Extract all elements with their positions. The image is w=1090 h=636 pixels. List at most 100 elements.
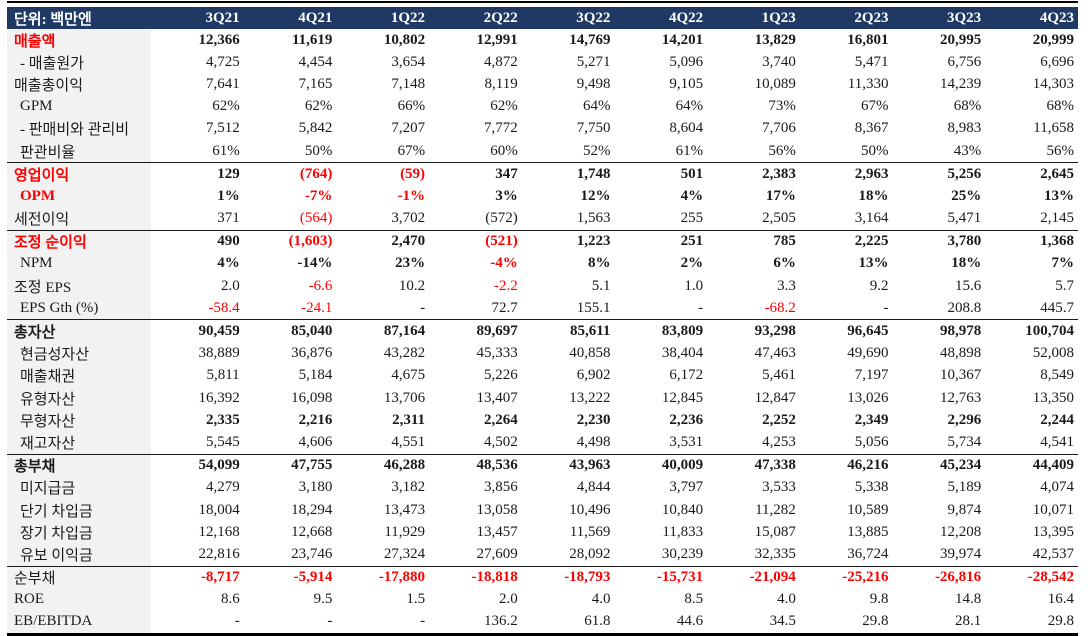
cell: -18,793	[521, 565, 615, 589]
cell: 4,551	[391, 433, 426, 450]
row-label: 세전이익	[7, 207, 151, 231]
table-row: 유형자산 16,392 16,098 13,706 13,407 13,222 12,845…	[7, 387, 1078, 410]
cell: 28,092	[569, 545, 611, 562]
row-label: 영업이익	[7, 162, 151, 186]
table-row: 총부채 54,099 47,755 46,288 48,536 43,963 40,009 4…	[7, 453, 1078, 477]
cell: -	[883, 299, 889, 316]
cell: 46,216	[799, 453, 893, 477]
cell: 8,983	[947, 120, 982, 137]
cell: 3.3	[777, 277, 796, 294]
cell: 5,471	[854, 53, 889, 70]
table-row: 현금성자산 38,889 36,876 43,282 45,333 40,858 38,40…	[7, 342, 1078, 365]
cell: 2,963	[799, 162, 893, 186]
table-row: 매출채권 5,811 5,184 4,675 5,226 6,902 6,172 5,461 7…	[7, 364, 1078, 387]
table-row: 판관비율 61% 50% 67% 60% 52% 61% 56% 50% 43% 56%	[7, 139, 1078, 163]
cell: 3,531	[669, 433, 704, 450]
cell: 4,454	[298, 53, 333, 70]
row-label: 장기 차입금	[7, 521, 151, 544]
cell: 5,471	[947, 210, 982, 227]
cell: 1,368	[985, 229, 1078, 253]
row-label: ROE	[7, 588, 151, 611]
cell: 85,040	[243, 319, 337, 343]
table-header: 단위: 백만엔 3Q21 4Q21 1Q22 2Q22 3Q22 4Q22 1Q23 2Q23…	[7, 7, 1078, 29]
cell: -8,717	[151, 565, 244, 589]
cell: 4%	[680, 187, 704, 204]
cell: 5,226	[484, 367, 518, 384]
cell: 12,668	[291, 523, 333, 540]
cell: 52%	[582, 142, 611, 159]
cell: 3,702	[391, 210, 426, 227]
column-header: 3Q21	[151, 7, 244, 29]
cell: 8,119	[484, 75, 518, 92]
cell: 16,801	[847, 31, 889, 48]
row-label: EPS Gth (%)	[7, 297, 151, 320]
table-row: EPS Gth (%) -58.4 -24.1 - 72.7 155.1 - -68.2 - 20…	[7, 297, 1078, 320]
table-row: NPM 4% -14% 23% -4% 8% 2% 6% 13% 18% 7%	[7, 252, 1078, 276]
table-row: EB/EBITDA - - -136.2 61.8 44.6 34.5 29.8 28.1 29.…	[7, 610, 1078, 636]
cell: 11,929	[384, 523, 426, 540]
cell: -15,731	[614, 565, 708, 589]
cell: 7,207	[391, 120, 426, 137]
cell: 45,333	[476, 345, 518, 362]
cell: 43%	[953, 142, 982, 159]
cell: 38,404	[661, 345, 704, 362]
cell: 5,256	[892, 162, 986, 186]
column-header: 3Q22	[521, 7, 615, 29]
cell: 15.6	[954, 277, 982, 294]
cell: 136.2	[429, 610, 522, 636]
cell: 48,898	[939, 345, 982, 362]
cell: 22,816	[198, 545, 240, 562]
cell: 10,802	[383, 31, 426, 48]
cell: 9,498	[576, 75, 611, 92]
cell: -28,542	[985, 565, 1078, 589]
cell: 3,182	[391, 479, 426, 496]
cell: 10,496	[569, 501, 611, 518]
cell: 14,239	[939, 75, 982, 92]
row-label: 단기 차입금	[7, 498, 151, 522]
row-label: 매출총이익	[7, 73, 151, 96]
cell: 28.1	[892, 610, 986, 636]
cell: 8.5	[684, 591, 704, 608]
cell: 14,303	[1032, 75, 1074, 92]
column-header: 1Q22	[336, 7, 430, 29]
cell: 5.7	[1055, 277, 1074, 294]
table-row: 유보 이익금 22,816 23,746 27,324 27,609 28,092 30,2…	[7, 543, 1078, 566]
cell: 40,009	[614, 453, 708, 477]
cell: 47,463	[754, 345, 796, 362]
cell: 49,690	[847, 345, 889, 362]
cell: 13,222	[569, 389, 611, 406]
cell: 4,675	[391, 367, 426, 384]
cell: 2,296	[947, 411, 982, 428]
row-label: 현금성자산	[7, 342, 151, 365]
cell: -6.6	[308, 277, 333, 294]
cell: 1,223	[521, 229, 615, 253]
cell: 20,999	[1032, 31, 1074, 48]
column-header: 4Q23	[985, 7, 1078, 29]
cell: 68%	[953, 98, 982, 115]
cell: 93,298	[707, 319, 800, 343]
cell: 10,071	[1032, 501, 1074, 518]
cell: 23,746	[291, 545, 333, 562]
cell: 38,889	[198, 345, 240, 362]
cell: 490	[151, 229, 244, 253]
table-row: 무형자산 2,335 2,216 2,311 2,264 2,230 2,236 2,252 2…	[7, 409, 1078, 432]
table-row: 조정 순이익 490 (1,603) 2,470 (521) 1,223 251 785 2,2…	[7, 229, 1078, 253]
cell: 4,872	[484, 53, 518, 70]
cell: 18,004	[198, 501, 240, 518]
cell: 785	[707, 229, 800, 253]
cell: 32,335	[754, 545, 796, 562]
cell: 8,367	[854, 120, 889, 137]
cell: 2,311	[392, 411, 426, 428]
cell: 36,876	[291, 345, 333, 362]
cell: 1.5	[406, 591, 426, 608]
cell: 60%	[490, 142, 518, 159]
cell: 4,844	[576, 479, 611, 496]
cell: 96,645	[799, 319, 893, 343]
cell: 1%	[217, 187, 240, 204]
cell: 445.7	[1040, 299, 1074, 316]
table-row: - 매출원가 4,725 4,454 3,654 4,872 5,271 5,096 3,74…	[7, 51, 1078, 74]
cell: 98,978	[892, 319, 986, 343]
cell: 67%	[397, 142, 426, 159]
cell: 44.6	[614, 610, 708, 636]
cell: (521)	[429, 229, 522, 253]
